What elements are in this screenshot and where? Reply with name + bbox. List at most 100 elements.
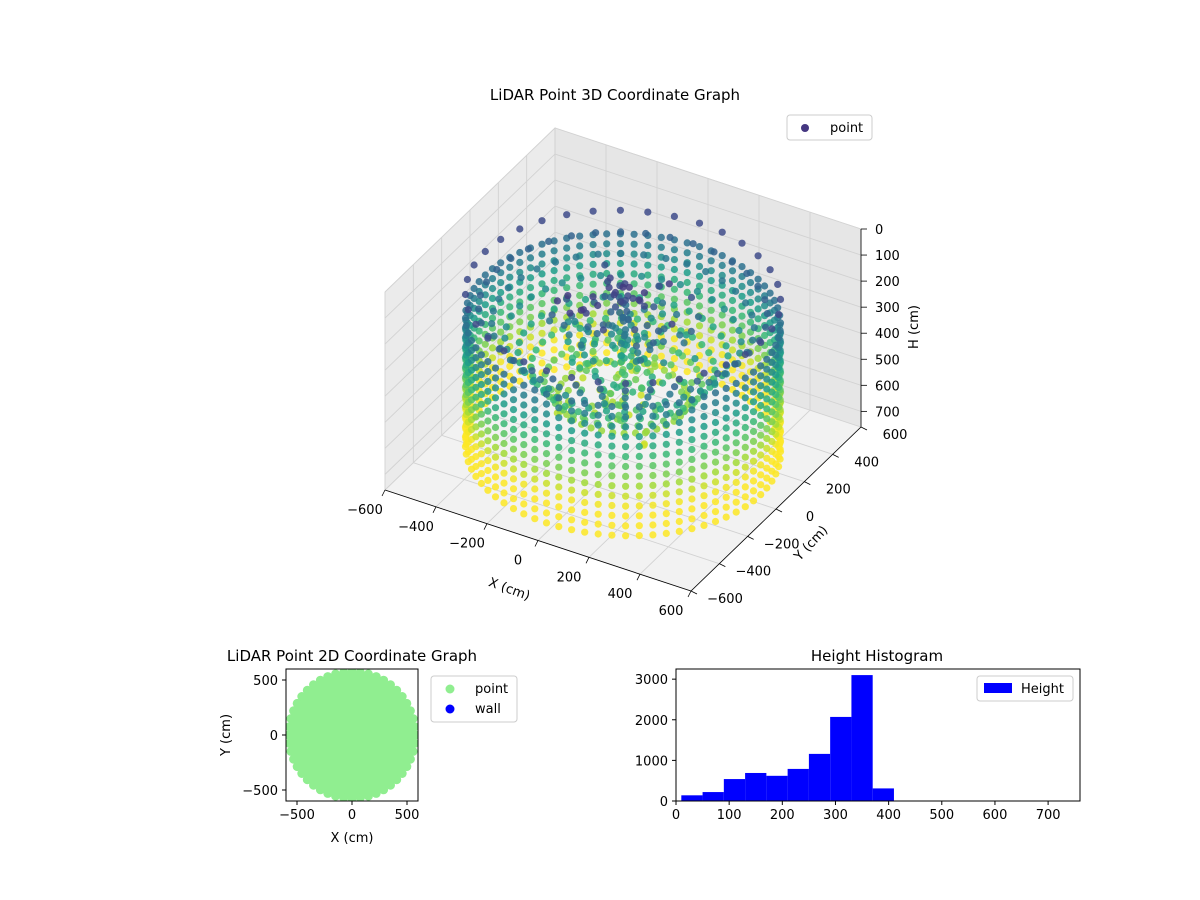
- point-3d: [722, 384, 730, 392]
- point-3d: [491, 463, 500, 471]
- point-3d: [732, 459, 740, 467]
- point-2d: [397, 769, 407, 778]
- point-3d: [662, 460, 670, 468]
- point-3d: [737, 338, 745, 346]
- point-3d: [688, 436, 696, 444]
- point-3d: [670, 301, 678, 309]
- point-3d: [675, 527, 683, 536]
- point-3d: [757, 362, 765, 370]
- point-3d: [542, 479, 551, 487]
- point-3d: [520, 480, 528, 488]
- point-3d: [538, 250, 546, 258]
- point-2d: [371, 672, 381, 682]
- point-3d: [581, 429, 589, 437]
- point-3d: [763, 365, 771, 373]
- z-tick-label-3d: 200: [875, 275, 900, 290]
- point-3d: [555, 404, 563, 412]
- axes-3d-ticks: −600−400−2000200400600−600−400−200020040…: [347, 223, 907, 619]
- point-3d: [776, 295, 785, 303]
- hist-x-tick-label: 700: [1036, 808, 1061, 823]
- point-3d: [761, 296, 769, 304]
- point-3d: [558, 350, 566, 358]
- point-3d: [509, 376, 518, 384]
- point-3d: [748, 311, 756, 319]
- point-3d: [581, 508, 589, 516]
- point-3d: [700, 422, 708, 430]
- point-3d: [562, 391, 570, 399]
- point-3d: [622, 453, 630, 461]
- point-3d: [599, 326, 608, 334]
- point-3d: [484, 437, 492, 445]
- point-3d: [688, 455, 696, 463]
- point-3d: [630, 250, 638, 258]
- point-3d: [669, 347, 677, 355]
- point-3d: [622, 443, 630, 451]
- point-3d: [484, 397, 492, 405]
- point-3d: [649, 422, 657, 430]
- point-3d: [695, 332, 704, 340]
- point-3d: [491, 443, 500, 451]
- point-3d: [531, 495, 539, 503]
- point-3d: [568, 496, 576, 504]
- point-2d: [347, 669, 357, 677]
- point-3d: [711, 379, 719, 387]
- point-3d: [695, 243, 704, 251]
- point-3d: [722, 414, 730, 422]
- point-3d: [632, 376, 640, 384]
- point-3d: [542, 410, 551, 418]
- point-cloud-2d: [286, 669, 418, 801]
- point-3d: [594, 530, 602, 538]
- point-3d: [660, 359, 668, 367]
- point-3d: [509, 445, 518, 453]
- point-3d: [728, 366, 737, 374]
- point-3d: [594, 480, 602, 489]
- point-3d: [646, 386, 655, 394]
- point-3d: [564, 292, 572, 300]
- point-3d: [526, 333, 535, 341]
- point-3d: [531, 455, 539, 463]
- point-3d: [497, 288, 505, 297]
- point-3d: [526, 313, 535, 321]
- point-3d: [657, 263, 665, 271]
- point-3d: [635, 442, 643, 451]
- point-3d: [757, 491, 765, 499]
- point-3d: [749, 336, 757, 344]
- point-2d: [379, 785, 389, 795]
- x-tick-label-3d: 400: [608, 587, 633, 602]
- point-3d: [555, 424, 563, 432]
- point-3d: [749, 368, 758, 376]
- point-3d: [608, 501, 616, 510]
- point-3d: [683, 348, 691, 356]
- point-3d: [550, 247, 558, 255]
- point-3d: [568, 456, 576, 464]
- point-3d: [732, 449, 740, 457]
- point-3d: [763, 310, 772, 318]
- point-3d: [670, 246, 679, 254]
- point-3d: [542, 367, 551, 375]
- point-3d: [591, 372, 600, 380]
- point-3d: [696, 387, 705, 395]
- point-3d: [472, 472, 480, 480]
- point-3d: [617, 298, 625, 306]
- point-3d: [680, 393, 688, 401]
- point-3d: [722, 503, 730, 511]
- point-3d: [700, 452, 708, 460]
- point-3d: [538, 217, 546, 225]
- point-3d: [675, 399, 683, 407]
- chart-3d-title: LiDAR Point 3D Coordinate Graph: [490, 86, 740, 104]
- point-3d: [657, 243, 665, 251]
- point-3d: [688, 525, 696, 533]
- point-3d: [722, 404, 730, 412]
- point-3d: [590, 340, 599, 348]
- point-3d: [749, 497, 758, 505]
- point-3d: [581, 518, 589, 526]
- point-3d: [728, 277, 737, 285]
- point-2d: [315, 675, 325, 685]
- point-3d: [635, 413, 643, 421]
- point-3d: [582, 366, 591, 375]
- point-3d: [624, 316, 633, 324]
- point-3d: [593, 330, 601, 338]
- point-3d: [528, 354, 536, 362]
- point-3d: [538, 240, 546, 248]
- point-3d: [675, 488, 683, 496]
